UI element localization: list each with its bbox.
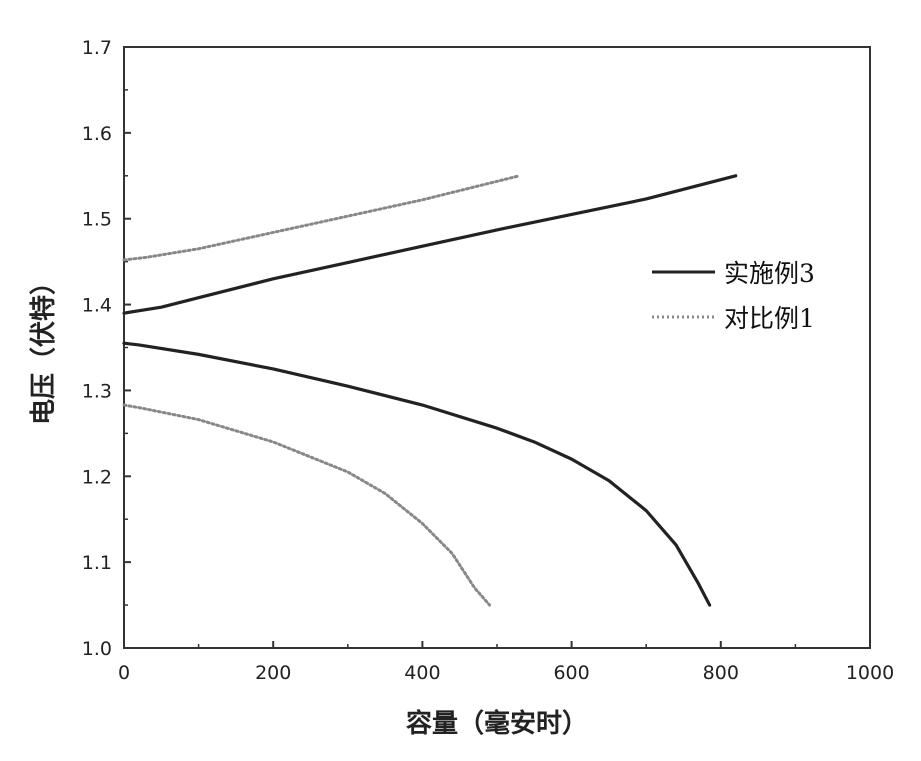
x-tick-label: 200: [255, 662, 291, 684]
y-tick-label: 1.2: [82, 466, 112, 488]
legend-label-series-1: 实施例3: [724, 259, 815, 288]
y-tick-label: 1.5: [82, 209, 112, 231]
x-tick-label: 800: [703, 662, 739, 684]
x-tick-label: 600: [553, 662, 589, 684]
y-tick-label: 1.4: [82, 295, 112, 317]
legend: 实施例3 对比例1: [652, 259, 815, 333]
series-1-discharge-curve: [124, 343, 710, 605]
plot-area-frame: [124, 47, 870, 648]
legend-label-series-2: 对比例1: [724, 304, 815, 333]
y-tick-label: 1.1: [82, 552, 112, 574]
x-axis-title: 容量（毫安时）: [406, 708, 588, 739]
y-tick-label: 1.6: [82, 123, 112, 145]
x-tick-label: 1000: [846, 662, 894, 684]
y-tick-label: 1.3: [82, 380, 112, 402]
series-2-charge-curve: [124, 176, 519, 260]
y-tick-label: 1.0: [82, 638, 112, 660]
y-axis-title: 电压（伏特）: [28, 269, 59, 425]
x-tick-label: 400: [404, 662, 440, 684]
x-tick-label: 0: [118, 662, 130, 684]
series-2-discharge-curve: [124, 405, 490, 605]
y-tick-label: 1.7: [82, 37, 112, 59]
